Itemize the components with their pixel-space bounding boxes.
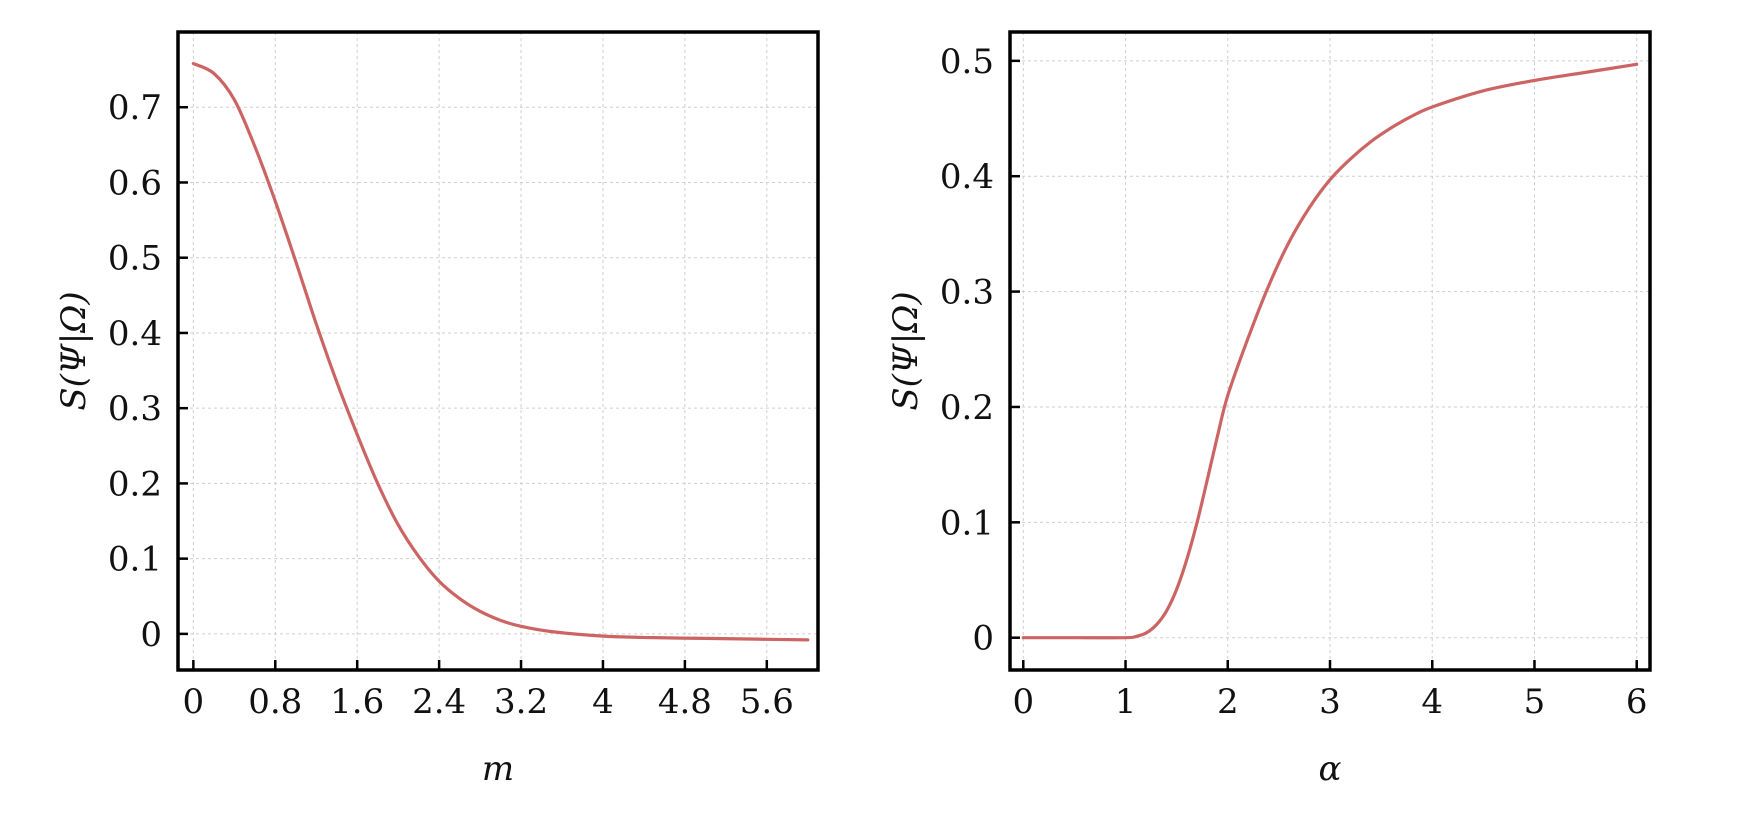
left-chart-y-tick-label: 0.5	[108, 239, 162, 279]
left-chart-y-tick-label: 0.7	[108, 88, 162, 128]
left-chart-panel: 0 0.8 1.6 2.4 3.2 4 4.8 5.6 0 0.1 0.2 0.3 0.4 0.5 0.6 0…	[54, 30, 820, 789]
right-chart-y-tick-label: 0.5	[940, 42, 994, 82]
left-chart-y-tick-label: 0.4	[108, 314, 162, 354]
right-chart-panel: 0 1 2 3 4 5 6 0 0.1 0.2 0.3 0.4 0.5 α S(Ψ|Ω)	[886, 30, 1652, 789]
left-chart-x-tick-label: 4.8	[658, 682, 712, 722]
right-chart-y-axis-label: S(Ψ|Ω)	[886, 291, 926, 410]
right-chart-x-tick-label: 1	[1115, 682, 1137, 722]
left-chart-x-tick-label: 0.8	[248, 682, 302, 722]
right-chart-x-tick-label: 4	[1421, 682, 1443, 722]
right-chart-x-tick-label: 2	[1217, 682, 1239, 722]
left-chart-y-tick-label: 0.2	[108, 464, 162, 504]
left-chart-y-tick-label: 0.1	[108, 540, 162, 580]
left-chart-x-tick-label: 2.4	[412, 682, 466, 722]
left-chart-x-tick-label: 1.6	[330, 682, 384, 722]
right-chart-y-tick-label: 0.3	[940, 273, 994, 313]
left-chart-x-tick-label: 0	[183, 682, 205, 722]
left-chart-y-axis-label: S(Ψ|Ω)	[54, 291, 94, 410]
right-chart-series-line	[1021, 62, 1639, 640]
left-chart-x-axis-label: m	[482, 749, 514, 789]
left-chart-x-tick-label: 5.6	[740, 682, 794, 722]
right-chart-x-tick-label: 3	[1319, 682, 1341, 722]
left-chart-y-tick-label: 0.6	[108, 163, 162, 203]
right-chart-x-tick-label: 6	[1626, 682, 1648, 722]
right-chart-x-tick-label: 5	[1524, 682, 1546, 722]
right-chart-y-tick-label: 0.1	[940, 503, 994, 543]
right-chart-y-tick-label: 0.4	[940, 157, 994, 197]
left-chart-x-tick-label: 4	[592, 682, 614, 722]
left-chart-frame	[176, 30, 820, 672]
left-chart-y-tick-label: 0.3	[108, 389, 162, 429]
right-chart-x-axis-label: α	[1319, 749, 1342, 789]
right-chart-x-tick-label: 0	[1012, 682, 1034, 722]
left-chart-x-tick-label: 3.2	[494, 682, 548, 722]
left-chart-y-tick-label: 0	[140, 615, 162, 655]
right-chart-y-tick-label: 0.2	[940, 388, 994, 428]
right-chart-y-tick-label: 0	[972, 619, 994, 659]
left-chart-series-line	[191, 62, 810, 642]
